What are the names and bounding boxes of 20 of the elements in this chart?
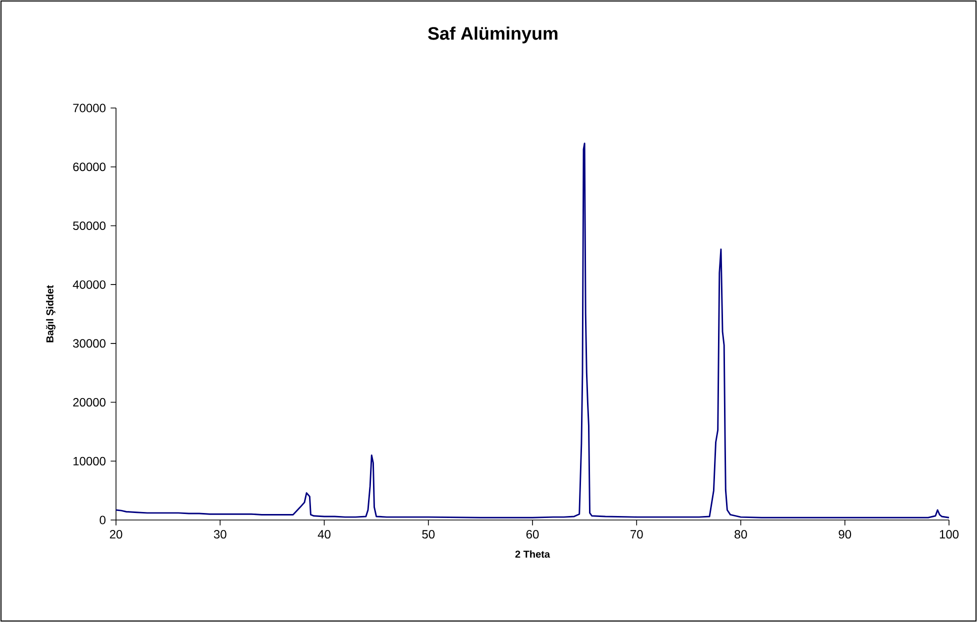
x-tick-label: 60 xyxy=(526,530,539,539)
x-tick-label: 30 xyxy=(214,530,226,539)
y-tick-label: 10000 xyxy=(74,456,106,466)
x-tick-label: 40 xyxy=(318,530,330,539)
y-axis-title: Bağıl Şiddet xyxy=(46,285,56,342)
y-tick-label: 70000 xyxy=(73,104,106,112)
x-axis-title: 2 Theta xyxy=(515,550,550,558)
chart-title: Saf Alüminyum xyxy=(428,26,558,44)
x-tick-label: 100 xyxy=(940,530,959,539)
y-tick-label: 0 xyxy=(100,516,106,524)
x-tick-label: 50 xyxy=(422,530,435,539)
x-tick-label: 20 xyxy=(110,530,122,539)
x-tick-label: 80 xyxy=(734,530,747,539)
x-tick-label: 70 xyxy=(630,530,643,539)
x-tick-label: 90 xyxy=(838,530,852,539)
y-tick-label: 40000 xyxy=(72,280,106,289)
y-tick-label: 20000 xyxy=(73,398,106,407)
y-tick-label: 30000 xyxy=(73,339,106,348)
y-tick-label: 60000 xyxy=(73,162,106,172)
y-tick-label: 50000 xyxy=(73,221,106,230)
